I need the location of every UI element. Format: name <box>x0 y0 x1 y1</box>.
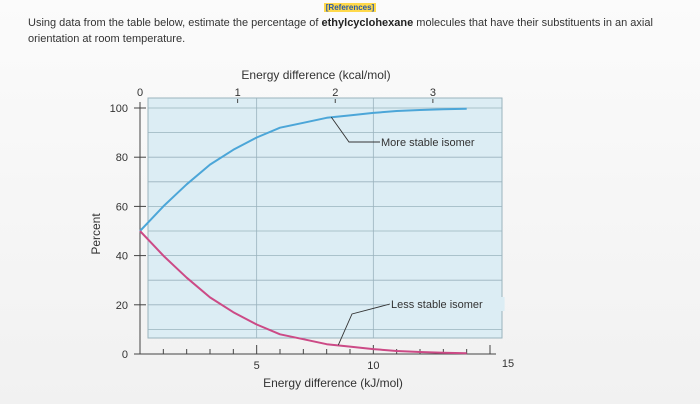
x-top-tick-label: 1 <box>235 87 241 99</box>
x-bottom-tick-label: 5 <box>254 360 260 372</box>
x-bottom-axis-title: Energy difference (kJ/mol) <box>263 376 403 390</box>
x-top-axis-title: Energy difference (kcal/mol) <box>241 68 390 82</box>
y-tick-label: 20 <box>116 300 128 312</box>
compound-name: ethylcyclohexane <box>321 17 414 29</box>
y-tick-label: 0 <box>122 349 128 361</box>
x-top-tick-label: 3 <box>430 87 436 99</box>
annotations: More stable isomer Less stable isomer <box>330 116 505 346</box>
x-top-tick-label: 0 <box>137 87 143 99</box>
more-stable-isomer-annotation: More stable isomer <box>381 137 475 149</box>
y-tick-label: 60 <box>116 201 128 213</box>
x-top-tick-label: 2 <box>332 87 338 99</box>
references-link[interactable]: [References] <box>323 3 377 12</box>
y-tick-label: 40 <box>116 251 128 263</box>
more-stable-isomer-curve <box>139 107 467 232</box>
x-bottom-tick-label: 10 <box>367 360 379 372</box>
axes: 0 20 40 60 80 100 5 10 15 0 1 2 3 <box>110 87 514 372</box>
less-stable-isomer-curve <box>139 230 467 355</box>
more-stable-isomer-annotation-bg <box>379 135 495 149</box>
more-stable-isomer-annotation-leader <box>330 116 380 143</box>
axis-labels: Energy difference (kcal/mol) Energy diffe… <box>89 68 403 390</box>
question-text: Using data from the table below, estimat… <box>28 17 653 45</box>
x-bottom-tick-label: 15 <box>502 358 514 370</box>
less-stable-isomer-annotation: Less stable isomer <box>391 299 483 311</box>
y-tick-label: 80 <box>116 152 128 164</box>
y-tick-label: 100 <box>110 103 128 115</box>
y-axis-title: Percent <box>89 213 103 255</box>
series <box>139 107 467 355</box>
less-stable-isomer-annotation-bg <box>389 297 505 311</box>
less-stable-isomer-annotation-leader <box>337 303 391 346</box>
